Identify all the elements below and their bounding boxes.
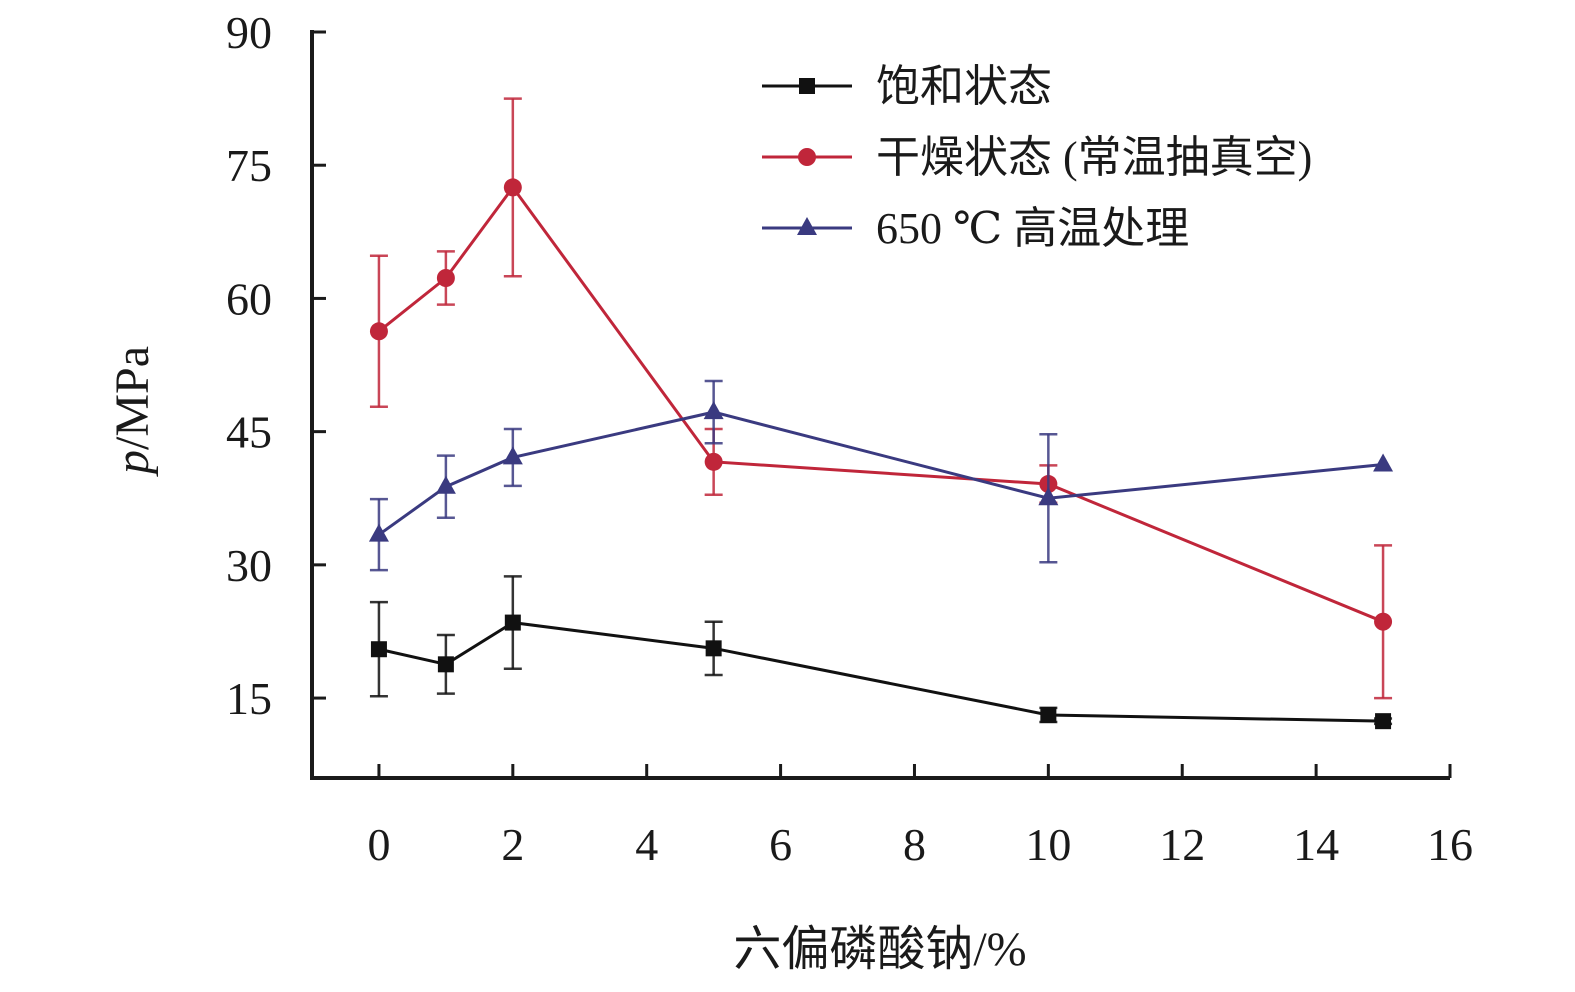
data-point xyxy=(436,269,455,288)
series-2 xyxy=(369,97,1393,700)
x-tick-label: 8 xyxy=(903,819,926,870)
y-tick-label: 75 xyxy=(226,140,272,191)
y-axis-title-variable: p xyxy=(106,450,159,477)
y-axis-title: p/MPa xyxy=(106,346,159,477)
series-line xyxy=(378,621,1384,723)
x-tick-label: 2 xyxy=(501,819,524,870)
legend-marker xyxy=(798,148,816,166)
x-tick-label: 0 xyxy=(367,819,390,870)
x-tick-label: 4 xyxy=(635,819,658,870)
x-axis: 0 2 4 6 8 10 12 14 16 xyxy=(310,764,1473,870)
legend-label: 干燥状态 (常温抽真空) xyxy=(876,133,1312,182)
y-tick-label: 90 xyxy=(226,7,272,58)
y-axis: 15 30 45 60 75 90 xyxy=(226,7,326,780)
x-tick-label: 12 xyxy=(1159,819,1205,870)
x-tick-label: 6 xyxy=(769,819,792,870)
data-point xyxy=(1375,713,1392,730)
series-line xyxy=(378,410,1384,536)
x-tick-label: 14 xyxy=(1293,819,1339,870)
y-tick-label: 30 xyxy=(226,540,272,591)
legend-item: 650 ℃ 高温处理 xyxy=(762,204,1189,253)
legend-marker xyxy=(797,217,817,235)
data-point xyxy=(504,614,521,631)
data-point xyxy=(503,178,522,197)
legend-item: 干燥状态 (常温抽真空) xyxy=(762,133,1312,182)
data-point xyxy=(437,656,454,673)
data-point xyxy=(705,640,722,657)
series-1 xyxy=(369,575,1393,730)
y-tick-label: 45 xyxy=(226,407,272,458)
data-point xyxy=(435,475,456,494)
legend-item: 饱和状态 xyxy=(762,62,1052,111)
data-point xyxy=(1038,487,1059,506)
series-3 xyxy=(368,379,1394,572)
legend-label: 650 ℃ 高温处理 xyxy=(876,204,1189,253)
y-tick-label: 15 xyxy=(226,673,272,724)
y-axis-title-unit: /MPa xyxy=(106,346,159,450)
x-axis-title: 六偏磷酸钠/% xyxy=(733,923,1026,976)
plot-area xyxy=(368,97,1394,730)
data-point xyxy=(369,322,388,341)
data-point xyxy=(502,446,523,465)
data-point xyxy=(704,452,723,471)
data-point xyxy=(370,641,387,658)
data-point xyxy=(703,401,724,420)
legend-marker xyxy=(799,78,815,94)
series-line xyxy=(378,184,1384,624)
y-tick-label: 60 xyxy=(226,273,272,324)
x-tick-label: 10 xyxy=(1025,819,1071,870)
data-point xyxy=(1040,706,1057,723)
data-point xyxy=(368,523,389,542)
legend-label: 饱和状态 xyxy=(876,62,1052,111)
data-point xyxy=(1374,612,1393,631)
x-tick-label: 16 xyxy=(1427,819,1473,870)
data-point xyxy=(1373,453,1394,472)
